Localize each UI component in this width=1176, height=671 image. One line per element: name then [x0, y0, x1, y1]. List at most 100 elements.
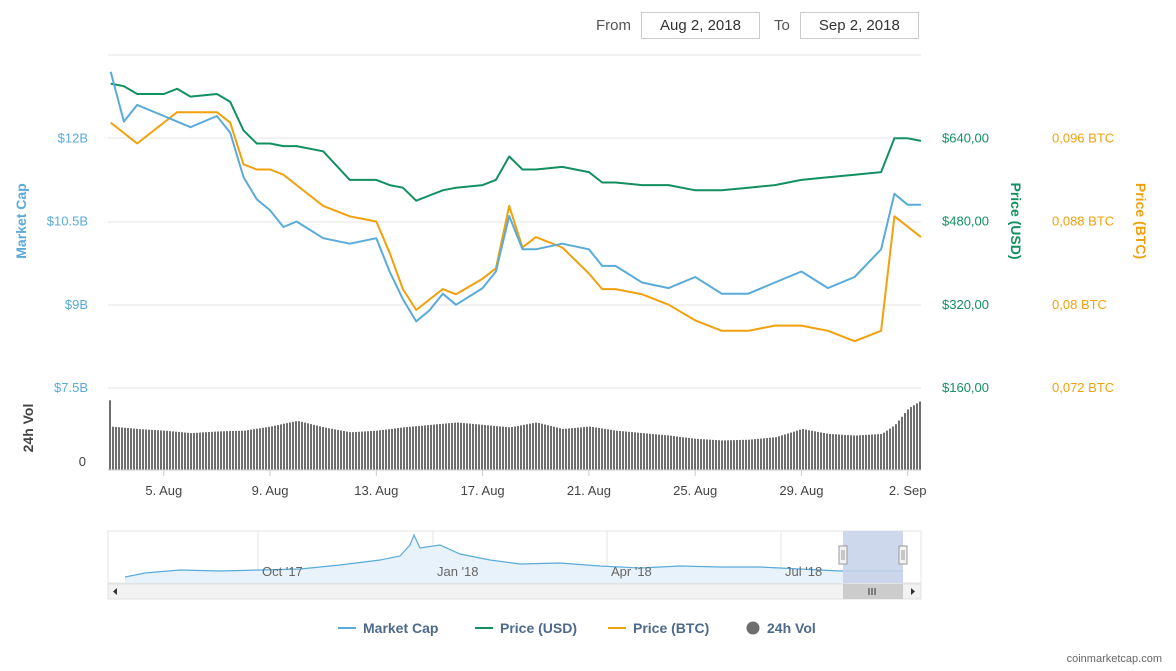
volume-bar	[253, 429, 255, 470]
volume-bar	[229, 431, 231, 470]
volume-bar	[691, 438, 693, 470]
volume-bar	[484, 425, 486, 470]
volume-bar	[202, 432, 204, 470]
navigator-label: Apr '18	[611, 564, 652, 579]
volume-bar	[754, 439, 756, 470]
volume-bar	[313, 424, 315, 470]
volume-bar	[730, 440, 732, 470]
volume-bar	[646, 433, 648, 470]
scrollbar-track[interactable]	[107, 583, 922, 600]
volume-bar	[271, 426, 273, 470]
volume-bar	[556, 427, 558, 470]
volume-axis-title: 24h Vol	[20, 404, 36, 453]
volume-bar	[478, 424, 480, 470]
to-date-input[interactable]: Sep 2, 2018	[799, 11, 919, 39]
volume-bar	[334, 429, 336, 470]
volume-bar	[832, 434, 834, 470]
volume-bar	[196, 432, 198, 470]
legend-label: 24h Vol	[767, 620, 816, 636]
price-btc-line	[110, 111, 922, 343]
volume-bar	[679, 436, 681, 470]
volume-bar	[493, 425, 495, 470]
volume-bar	[256, 428, 258, 470]
volume-bar	[859, 435, 861, 470]
market-cap-tick: $7.5B	[54, 380, 88, 395]
volume-zero-tick: 0	[79, 454, 86, 469]
volume-bar	[148, 429, 150, 470]
price-btc-tick: 0,08 BTC	[1052, 297, 1107, 312]
volume-bar	[757, 438, 759, 470]
scroll-left-arrow-icon[interactable]	[113, 588, 117, 595]
volume-bar	[640, 432, 642, 470]
x-tick-label: 17. Aug	[461, 483, 505, 498]
price-btc-tick: 0,088 BTC	[1052, 214, 1114, 229]
volume-bar	[397, 428, 399, 470]
scroll-right-arrow-icon[interactable]	[911, 588, 915, 595]
volume-bar	[535, 422, 537, 470]
volume-bar	[763, 438, 765, 470]
volume-bar	[658, 434, 660, 470]
volume-bar	[220, 431, 222, 470]
navigator-handle-right[interactable]	[898, 545, 908, 565]
volume-bar	[874, 434, 876, 470]
volume-bar	[838, 434, 840, 470]
navigator-selection	[843, 531, 903, 583]
legend-item[interactable]: 24h Vol	[746, 620, 816, 636]
volume-bar	[241, 430, 243, 470]
volume-bar	[169, 431, 171, 470]
volume-bar	[670, 435, 672, 470]
volume-bar	[346, 431, 348, 470]
volume-bar	[382, 429, 384, 470]
volume-bar	[703, 439, 705, 470]
volume-bar	[613, 430, 615, 470]
volume-bar	[652, 434, 654, 470]
volume-bar	[883, 432, 885, 470]
volume-bar	[661, 434, 663, 470]
volume-bar	[601, 428, 603, 470]
volume-bar	[505, 426, 507, 470]
volume-bar	[865, 434, 867, 470]
volume-bar	[460, 422, 462, 470]
legend-item[interactable]: Market Cap	[338, 620, 438, 636]
from-date-input[interactable]: Aug 2, 2018	[641, 11, 760, 39]
volume-bar	[571, 428, 573, 470]
legend: Market Cap Price (USD) Price (BTC) 24h Vol	[338, 620, 816, 636]
volume-bar	[721, 440, 723, 470]
volume-bar	[190, 433, 192, 470]
volume-bar	[424, 425, 426, 470]
volume-bar	[400, 427, 402, 470]
volume-bar	[784, 434, 786, 470]
volume-bar	[412, 426, 414, 470]
volume-bar	[136, 428, 138, 470]
volume-bar	[790, 432, 792, 470]
volume-bar	[748, 439, 750, 470]
legend-item[interactable]: Price (USD)	[475, 620, 577, 636]
navigator-label: Oct '17	[262, 564, 303, 579]
volume-bar	[394, 428, 396, 470]
volume-bar	[916, 403, 918, 470]
volume-bar	[421, 425, 423, 470]
volume-bar	[127, 428, 129, 470]
volume-bar	[781, 435, 783, 470]
volume-bar	[187, 432, 189, 470]
volume-bar	[742, 439, 744, 470]
volume-bar	[823, 432, 825, 470]
volume-bar	[379, 430, 381, 470]
volume-bar	[172, 431, 174, 470]
volume-bar	[502, 426, 504, 470]
price-usd-tick: $480,00	[942, 214, 989, 229]
volume-bar	[244, 430, 246, 470]
volume-bar	[580, 427, 582, 470]
volume-bar	[898, 420, 900, 470]
scrollbar-thumb[interactable]	[843, 584, 903, 599]
volume-bar	[121, 427, 123, 470]
volume-bar	[586, 426, 588, 470]
legend-item[interactable]: Price (BTC)	[608, 620, 709, 636]
volume-bar	[799, 429, 801, 470]
volume-bar	[337, 429, 339, 470]
volume-bar	[718, 440, 720, 470]
volume-bar	[343, 431, 345, 470]
volume-bar	[895, 424, 897, 470]
volume-bar	[130, 428, 132, 470]
navigator-handle-left[interactable]	[838, 545, 848, 565]
